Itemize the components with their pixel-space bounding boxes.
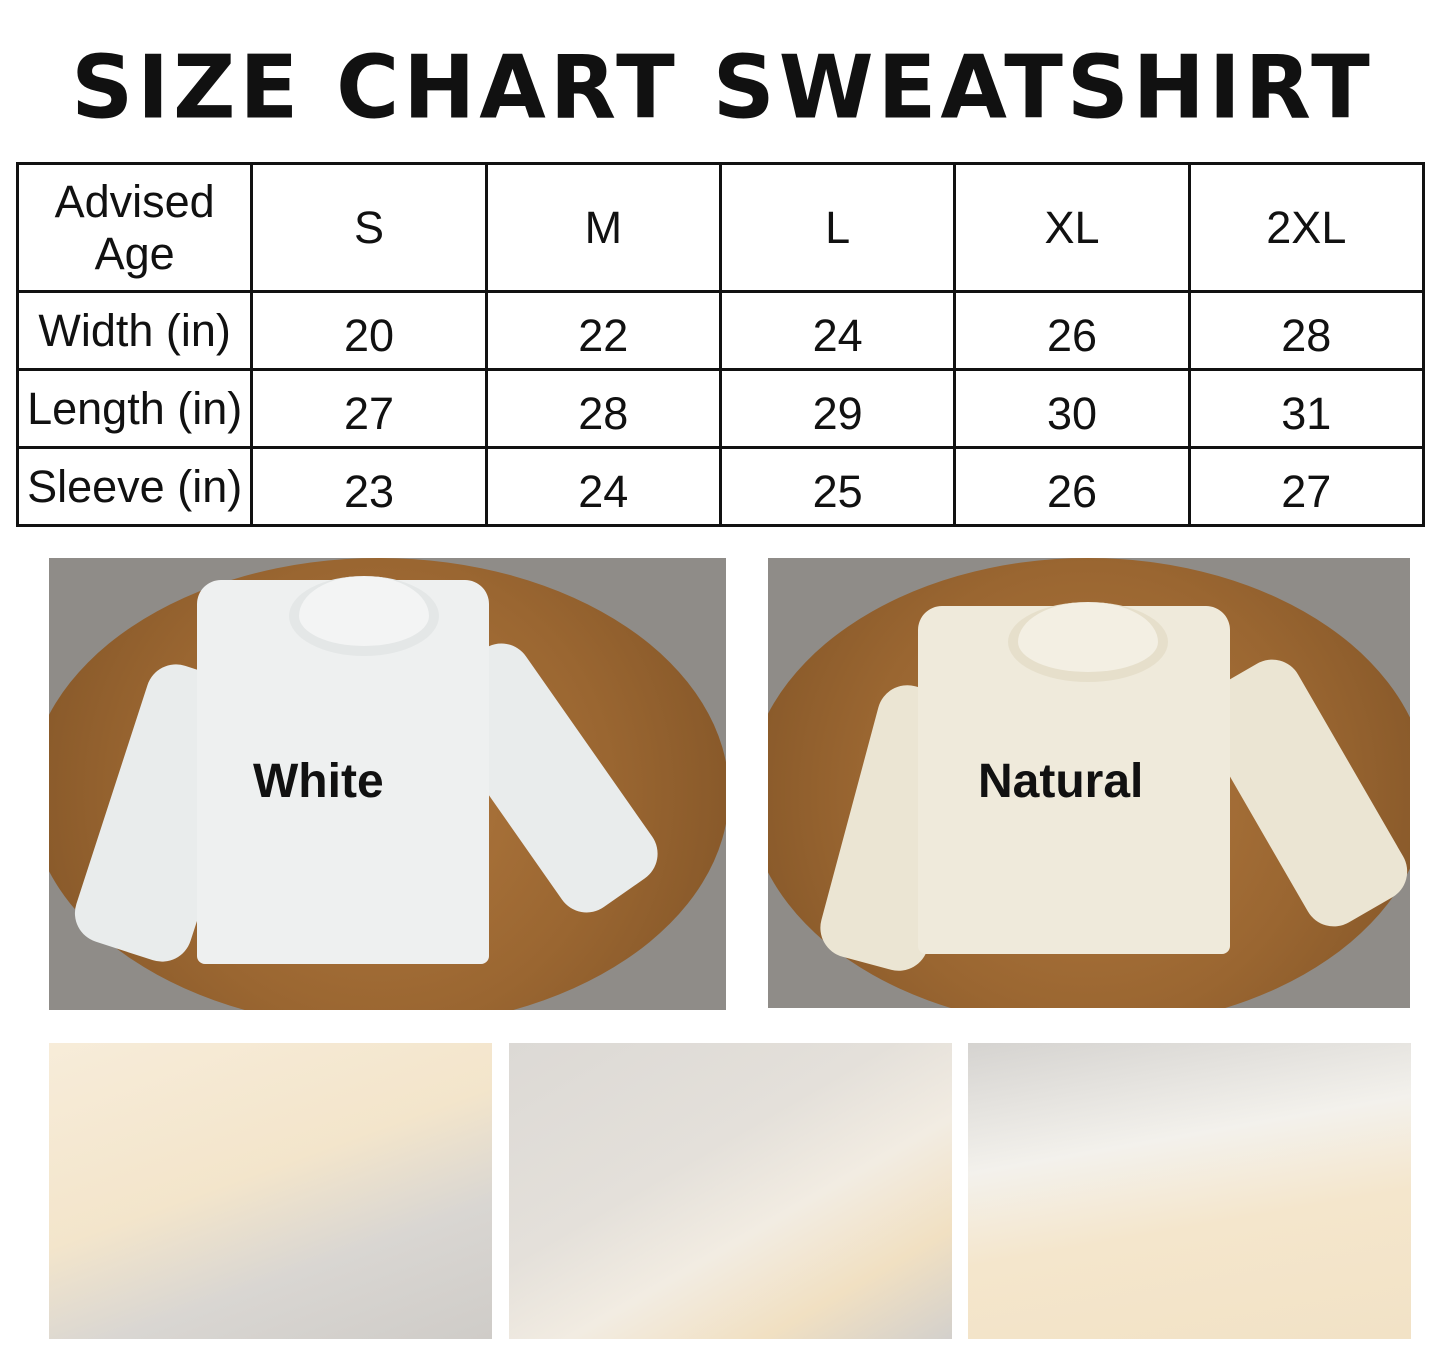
color-label-white: White xyxy=(253,755,384,808)
row-label: Width (in) xyxy=(15,290,254,372)
sleeve-cuff-detail-photo xyxy=(49,1043,492,1339)
color-label-natural: Natural xyxy=(978,755,1144,808)
cuff-comparison-photo xyxy=(509,1043,952,1339)
page-title: SIZE CHART SWEATSHIRT xyxy=(71,37,1374,139)
header-cell: M xyxy=(484,161,722,294)
table-cell: 24 xyxy=(484,446,722,527)
table-cell: 26 xyxy=(953,290,1191,372)
table-cell: 23 xyxy=(250,446,488,527)
header-cell: L xyxy=(718,161,957,294)
table-cell: 25 xyxy=(718,446,957,527)
header-cell: Advised Age xyxy=(15,161,254,294)
table-cell: 22 xyxy=(484,290,722,372)
table-cell: 20 xyxy=(250,290,488,372)
collar xyxy=(289,576,439,656)
header-cell: S xyxy=(250,161,488,294)
table-cell: 26 xyxy=(953,446,1191,527)
header-cell: XL xyxy=(953,161,1191,294)
table-cell: 27 xyxy=(1187,446,1426,527)
collar xyxy=(1008,602,1168,682)
table-row: Sleeve (in) 23 24 25 26 27 xyxy=(15,446,1426,527)
table-cell: 27 xyxy=(250,368,488,450)
table-cell: 28 xyxy=(484,368,722,450)
white-sweatshirt-photo: White xyxy=(49,558,726,1010)
table-cell: 28 xyxy=(1187,290,1426,372)
natural-sweatshirt-photo: Natural xyxy=(768,558,1410,1008)
collar-label-detail-photo xyxy=(968,1043,1411,1339)
row-label: Sleeve (in) xyxy=(15,446,254,527)
size-chart-table: Advised Age S M L XL 2XL Width (in) 20 2… xyxy=(15,161,1426,527)
header-cell: 2XL xyxy=(1187,161,1426,294)
table-cell: 29 xyxy=(718,368,957,450)
table-cell: 30 xyxy=(953,368,1191,450)
table-row: Width (in) 20 22 24 26 28 xyxy=(15,290,1426,372)
table-cell: 24 xyxy=(718,290,957,372)
table-cell: 31 xyxy=(1187,368,1426,450)
table-row: Length (in) 27 28 29 30 31 xyxy=(15,368,1426,450)
table-header-row: Advised Age S M L XL 2XL xyxy=(15,161,1426,294)
row-label: Length (in) xyxy=(15,368,254,450)
